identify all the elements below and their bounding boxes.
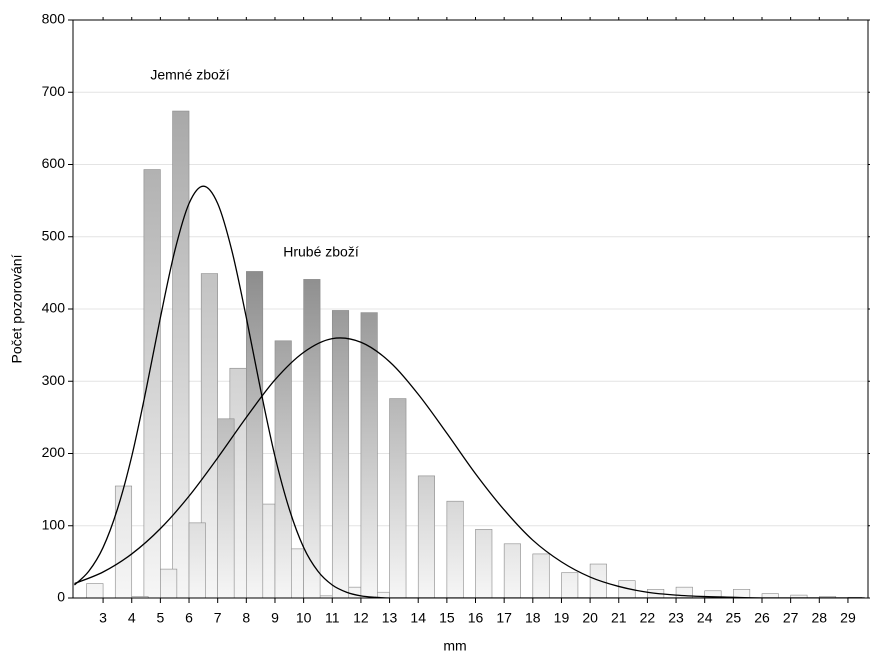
y-axis-label: Počet pozorování (9, 254, 25, 363)
bar (114, 485, 133, 599)
plot-frame (72, 19, 869, 599)
x-tick-label: 15 (439, 610, 455, 626)
x-tick-label: 4 (128, 610, 136, 626)
bar (331, 310, 350, 599)
bar (532, 553, 550, 599)
x-tick-label: 22 (640, 610, 656, 626)
y-tick-label: 400 (42, 300, 66, 316)
bar (188, 522, 206, 599)
series-label: Jemné zboží (150, 67, 229, 83)
bar (303, 279, 321, 599)
y-tick-label: 500 (42, 227, 66, 243)
y-tick-label: 700 (42, 83, 66, 99)
bar (475, 529, 493, 599)
x-tick-label: 8 (242, 610, 250, 626)
x-tick-label: 6 (185, 610, 193, 626)
x-tick-label: 18 (525, 610, 541, 626)
x-tick-label: 25 (726, 610, 742, 626)
x-tick-label: 21 (611, 610, 627, 626)
x-tick-label: 16 (468, 610, 484, 626)
bar (417, 475, 435, 599)
x-tick-label: 23 (668, 610, 684, 626)
y-tick-label: 0 (57, 589, 65, 605)
y-tick-label: 800 (42, 11, 66, 27)
x-tick-label: 26 (754, 610, 770, 626)
x-tick-label: 19 (554, 610, 570, 626)
x-tick-label: 7 (214, 610, 222, 626)
fit-curve (74, 337, 863, 598)
x-tick-label: 27 (783, 610, 799, 626)
bar (86, 583, 104, 599)
x-tick-label: 11 (325, 610, 340, 626)
bar (503, 543, 521, 599)
bar (160, 568, 178, 599)
bar (561, 572, 579, 599)
bar (360, 312, 378, 599)
bar (389, 398, 407, 599)
x-tick-label: 3 (99, 610, 107, 626)
x-tick-label: 10 (296, 610, 312, 626)
y-tick-label: 200 (42, 444, 66, 460)
bar (143, 169, 161, 599)
y-tick-label: 600 (42, 155, 66, 171)
x-tick-label: 20 (582, 610, 598, 626)
x-tick-label: 12 (353, 610, 369, 626)
x-tick-label: 14 (410, 610, 426, 626)
series-label: Hrubé zboží (283, 244, 359, 260)
y-tick-label: 100 (42, 516, 66, 532)
x-axis-label: mm (443, 638, 466, 654)
x-tick-label: 9 (271, 610, 279, 626)
x-tick-label: 5 (156, 610, 164, 626)
bar (761, 593, 779, 599)
bar (446, 500, 464, 599)
bar (274, 340, 292, 599)
bar (246, 271, 264, 599)
x-tick-label: 28 (812, 610, 828, 626)
bar (172, 110, 190, 599)
x-tick-label: 13 (382, 610, 398, 626)
x-tick-label: 24 (697, 610, 713, 626)
bar (589, 563, 607, 599)
y-tick-label: 300 (42, 372, 66, 388)
bar (733, 589, 751, 599)
x-tick-label: 17 (496, 610, 512, 626)
x-tick-label: 29 (840, 610, 856, 626)
